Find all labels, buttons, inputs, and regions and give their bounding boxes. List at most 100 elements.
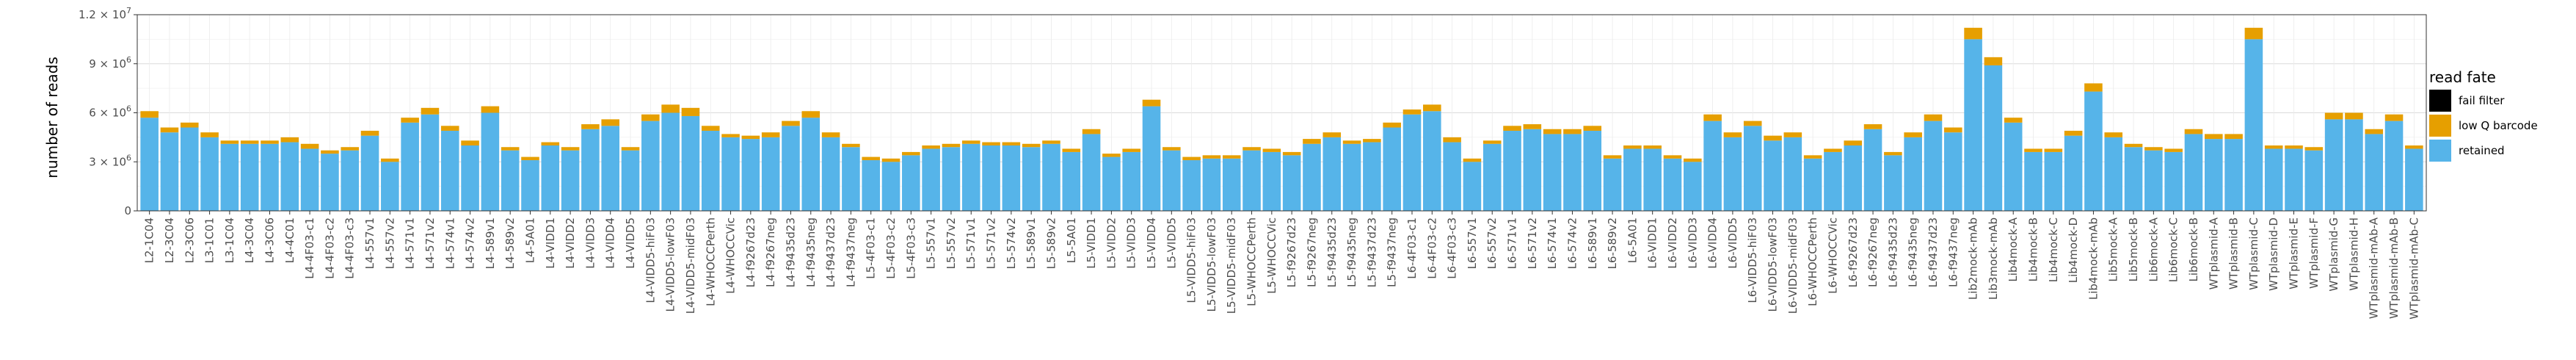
bar-segment-retained	[2224, 139, 2243, 211]
bar-segment-retained	[1443, 142, 1461, 211]
bar-segment-retained	[541, 145, 560, 211]
bar-segment-retained	[982, 145, 1000, 211]
bar-segment-low-q-barcode	[641, 114, 660, 121]
bar-segment-retained	[1764, 140, 1782, 211]
x-tick-label: Lib3mock-mAb	[1987, 217, 2000, 300]
bar-segment-retained	[1142, 106, 1161, 211]
bar-segment-low-q-barcode	[160, 127, 179, 133]
bar-segment-low-q-barcode	[1482, 140, 1502, 144]
bar-segment-low-q-barcode	[2044, 148, 2063, 152]
bar-segment-low-q-barcode	[1924, 114, 1943, 121]
bar-segment-low-q-barcode	[2224, 134, 2243, 140]
x-tick-label: L4-5A01	[523, 217, 536, 263]
bar-segment-low-q-barcode	[1783, 132, 1802, 137]
x-tick-label: L4-571v1	[404, 217, 417, 269]
bar-segment-retained	[1743, 126, 1762, 211]
bar-segment-retained	[2124, 147, 2143, 211]
legend: read fate fail filter low Q barcode retain…	[2429, 68, 2538, 162]
bar-segment-retained	[801, 118, 821, 211]
bar-segment-retained	[1202, 158, 1221, 211]
x-tick-label: L6-VIDD5-hiF03	[1746, 217, 1759, 303]
bar-segment-retained	[2324, 119, 2343, 211]
bar-segment-low-q-barcode	[1423, 104, 1441, 112]
y-tick-label: 9 × 106	[89, 55, 131, 71]
bar-segment-low-q-barcode	[942, 143, 961, 148]
bar-segment-low-q-barcode	[761, 132, 780, 137]
x-tick-label: L6-VIDD5-midF03	[1786, 217, 1800, 314]
bar-segment-low-q-barcode	[1163, 147, 1181, 151]
bar-segment-retained	[641, 120, 660, 211]
x-tick-label: L6-f9267neg	[1866, 217, 1880, 287]
bar-segment-retained	[1663, 158, 1682, 211]
x-tick-label: L6-VIDD2	[1666, 217, 1679, 269]
x-tick-label: L6-571v1	[1506, 217, 1519, 269]
bar-segment-low-q-barcode	[1282, 151, 1301, 156]
bar-segment-low-q-barcode	[2384, 114, 2404, 121]
bar-segment-low-q-barcode	[2405, 145, 2423, 149]
bar-segment-low-q-barcode	[1803, 155, 1822, 159]
x-tick-label: L5-VIDD1	[1085, 217, 1098, 269]
bar-segment-retained	[2405, 148, 2423, 211]
x-tick-label: L6-VIDD3	[1686, 217, 1699, 269]
bar-segment-low-q-barcode	[2024, 148, 2042, 152]
bar-segment-low-q-barcode	[1583, 126, 1602, 131]
legend-label: retained	[2459, 144, 2505, 157]
bar-segment-low-q-barcode	[1242, 147, 1261, 151]
x-tick-label: WTplasmid-B	[2227, 217, 2241, 289]
x-tick-label: L4-WHOCCVic	[724, 217, 738, 294]
x-tick-label: L3-1C01	[203, 217, 217, 263]
bar-segment-low-q-barcode	[961, 140, 980, 144]
bar-segment-retained	[1783, 137, 1802, 211]
x-tick-label: Lib4mock-mAb	[2086, 217, 2100, 300]
bar-segment-retained	[561, 150, 580, 211]
bar-segment-low-q-barcode	[561, 147, 580, 151]
bar-segment-low-q-barcode	[1844, 140, 1863, 145]
x-tick-label: L4-557v1	[363, 217, 376, 269]
x-tick-label: L4-f9435d23	[784, 217, 797, 287]
x-tick-label: L5-f9267d23	[1285, 217, 1298, 287]
x-tick-label: WTplasmid-A	[2207, 217, 2220, 289]
x-tick-label: Lib5mock-B	[2127, 217, 2140, 281]
x-tick-label: L5-571v2	[985, 217, 998, 269]
x-tick-label: L4-VIDD5-midF03	[684, 217, 697, 314]
x-tick-label: L6-589v2	[1606, 217, 1619, 269]
legend-title: read fate	[2429, 68, 2496, 86]
bar-segment-low-q-barcode	[240, 140, 259, 144]
bar-segment-low-q-barcode	[341, 147, 360, 151]
bar-segment-retained	[2064, 135, 2083, 211]
bar-segment-retained	[1803, 158, 1822, 211]
bar-segment-low-q-barcode	[461, 140, 479, 145]
bar-segment-retained	[2144, 150, 2163, 211]
x-tick-label: L4-3C06	[263, 217, 276, 263]
x-tick-label: L6-f9435neg	[1907, 217, 1920, 287]
legend-swatch	[2429, 115, 2451, 137]
legend-label: low Q barcode	[2459, 119, 2538, 132]
bar-segment-retained	[842, 147, 860, 211]
x-tick-label: L4-VIDD2	[564, 217, 577, 269]
x-tick-label: L6-VIDD1	[1646, 217, 1659, 269]
bar-segment-retained	[1182, 160, 1201, 211]
bar-segment-retained	[200, 137, 219, 211]
bar-segment-retained	[2304, 150, 2324, 211]
x-tick-label: L5-VIDD5-lowF03	[1205, 217, 1218, 312]
bar-segment-low-q-barcode	[1022, 143, 1041, 148]
y-tick-label: 0	[124, 204, 131, 217]
bar-segment-retained	[2204, 139, 2223, 211]
bar-segment-low-q-barcode	[721, 134, 740, 137]
bar-segment-low-q-barcode	[280, 137, 299, 143]
bar-segment-low-q-barcode	[1262, 148, 1281, 152]
bar-segment-low-q-barcode	[1342, 140, 1361, 144]
bar-segment-low-q-barcode	[1322, 132, 1342, 137]
bar-segment-low-q-barcode	[881, 158, 900, 162]
bar-segment-retained	[421, 114, 440, 211]
bar-segment-low-q-barcode	[1723, 132, 1742, 137]
bar-segment-retained	[1964, 39, 1982, 211]
bar-segment-low-q-barcode	[220, 140, 239, 144]
bar-segment-low-q-barcode	[1383, 122, 1401, 128]
x-tick-label: L4-574v1	[443, 217, 456, 269]
bar-segment-low-q-barcode	[1824, 148, 1842, 152]
bar-segment-low-q-barcode	[821, 132, 840, 137]
bar-segment-low-q-barcode	[1603, 155, 1622, 159]
bar-segment-retained	[1222, 158, 1241, 211]
x-tick-label: L6-4F03-c3	[1446, 217, 1459, 279]
